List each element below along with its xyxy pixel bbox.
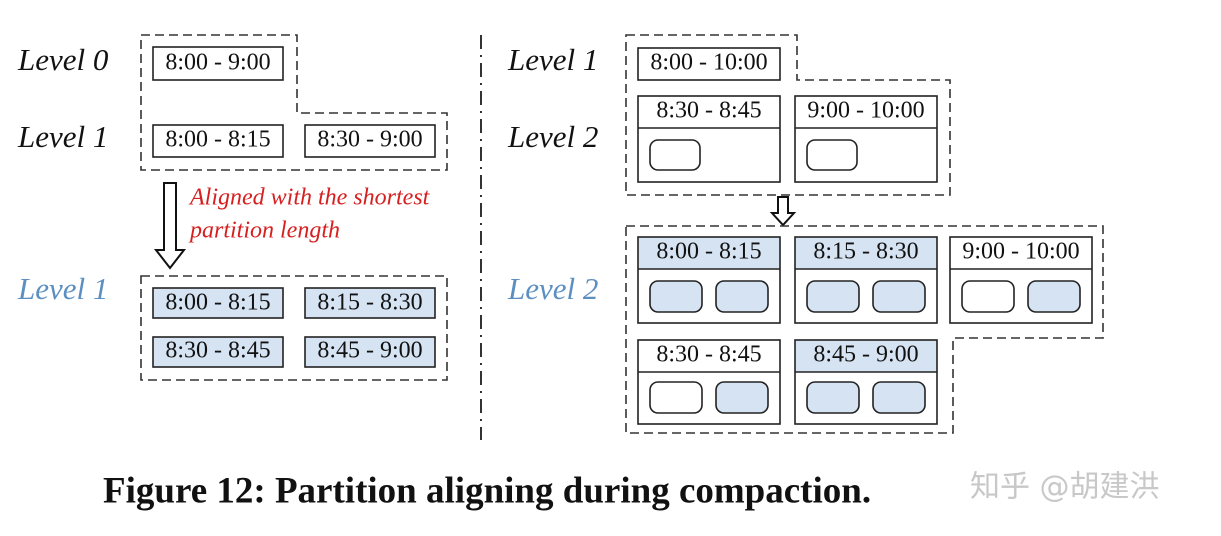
partition-label: 8:30 - 9:00	[317, 127, 422, 153]
partition-label: 8:00 - 8:15	[165, 290, 270, 316]
highlight	[305, 288, 435, 318]
level-label: Level 1	[17, 271, 108, 306]
partition-box	[304, 124, 436, 158]
chunk	[715, 381, 769, 414]
partition-label: 8:15 - 8:30	[813, 239, 918, 265]
partition-label: 8:30 - 8:45	[656, 98, 761, 124]
partition-label: 9:00 - 10:00	[807, 98, 924, 124]
partition-box	[794, 236, 938, 324]
highlight	[795, 340, 937, 372]
partition-label: 9:00 - 10:00	[962, 239, 1079, 265]
partition-box	[949, 236, 1093, 324]
chunk	[961, 280, 1015, 313]
chunk	[806, 280, 860, 313]
partition-label: 8:15 - 8:30	[317, 290, 422, 316]
partition-box	[304, 336, 436, 368]
partition-label: 8:00 - 8:15	[656, 239, 761, 265]
partition-box	[637, 47, 781, 81]
chunk	[649, 280, 703, 313]
highlight	[638, 237, 780, 269]
group-outline	[140, 34, 448, 171]
chunk	[649, 139, 701, 171]
partition-box	[637, 95, 781, 183]
highlight	[153, 337, 283, 367]
partition-label: 8:45 - 9:00	[813, 342, 918, 368]
group-outline	[625, 225, 1104, 434]
partition-box	[152, 124, 284, 158]
partition-box	[794, 95, 938, 183]
partition-box	[152, 46, 284, 81]
highlight	[795, 237, 937, 269]
chunk	[715, 280, 769, 313]
level-label: Level 2	[507, 271, 598, 306]
partition-box	[152, 287, 284, 319]
highlight	[305, 337, 435, 367]
chunk	[1027, 280, 1081, 313]
partition-label: 8:00 - 9:00	[165, 50, 270, 76]
level-label: Level 1	[507, 42, 598, 77]
annotation: Aligned with the shortest	[188, 185, 431, 211]
arrow	[153, 182, 187, 270]
watermark: 知乎 @胡建洪	[970, 470, 1160, 505]
chunk	[649, 381, 703, 414]
level-label: Level 2	[507, 119, 598, 154]
group-outline	[140, 275, 448, 381]
arrow	[769, 196, 797, 227]
chunk	[872, 381, 926, 414]
group-outline	[625, 34, 951, 196]
chunk	[806, 381, 860, 414]
level-label: Level 1	[17, 119, 108, 154]
partition-label: 8:00 - 8:15	[165, 127, 270, 153]
partition-box	[304, 287, 436, 319]
caption: Figure 12: Partition aligning during com…	[103, 470, 871, 511]
partition-label: 8:30 - 8:45	[165, 338, 270, 364]
chunk	[806, 139, 858, 171]
partition-box	[794, 339, 938, 425]
partition-label: 8:30 - 8:45	[656, 342, 761, 368]
partition-label: 8:00 - 10:00	[650, 50, 767, 76]
highlight	[153, 288, 283, 318]
partition-box	[637, 339, 781, 425]
partition-box	[152, 336, 284, 368]
annotation: partition length	[188, 218, 340, 244]
chunk	[872, 280, 926, 313]
partition-label: 8:45 - 9:00	[317, 338, 422, 364]
level-label: Level 0	[17, 42, 109, 77]
partition-box	[637, 236, 781, 324]
